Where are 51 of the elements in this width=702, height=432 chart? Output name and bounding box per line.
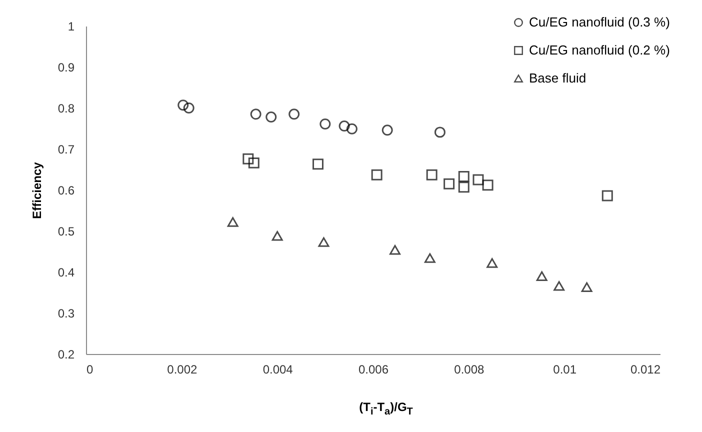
point	[248, 157, 260, 168]
y-tick-label: 0.5	[58, 224, 75, 238]
x-tick-label: 0.002	[167, 362, 198, 376]
x-tick-label: 0.012	[630, 362, 661, 376]
point	[371, 169, 382, 180]
y-tick-label: 0.7	[58, 142, 75, 156]
point	[458, 170, 470, 182]
y-tick-label: 0.6	[58, 184, 75, 198]
point	[482, 180, 494, 191]
y-tick-label: 0.9	[58, 60, 75, 74]
point	[320, 118, 331, 130]
y-tick-label: 0.3	[58, 306, 75, 320]
point	[581, 282, 592, 292]
point	[382, 124, 393, 136]
x-axis-title: (T$_{i}$-T$_{a}$)/G$_{T}$	[358, 400, 414, 418]
point	[424, 253, 436, 263]
point	[272, 231, 283, 241]
y-tick-label: 0.4	[58, 266, 75, 280]
y-tick-label: 0.2	[58, 348, 75, 362]
point	[318, 237, 330, 247]
point	[250, 108, 262, 120]
legend-label: Cu/EG nanofluid (0.2 %)	[529, 42, 670, 58]
point	[444, 178, 455, 190]
point	[486, 258, 498, 268]
point	[346, 123, 358, 134]
x-tick-label: 0.008	[454, 362, 485, 376]
point	[434, 126, 446, 138]
point	[338, 120, 350, 132]
point	[266, 112, 277, 123]
point	[178, 100, 189, 111]
x-tick-label: 0.004	[262, 362, 294, 376]
legend-label: Cu/EG nanofluid (0.3 %)	[529, 14, 670, 30]
point	[536, 271, 548, 281]
point	[227, 217, 238, 227]
point	[390, 245, 400, 255]
point	[602, 190, 613, 202]
y-axis-title: Efficiency	[30, 162, 44, 219]
x-tick-label: 0	[86, 362, 94, 376]
x-tick-label: 0.006	[358, 362, 389, 376]
y-tick-label: 0.8	[58, 102, 75, 116]
y-tick-label: 1	[68, 20, 75, 34]
point	[242, 153, 254, 164]
point	[312, 158, 324, 170]
point	[554, 281, 565, 291]
point	[426, 169, 438, 180]
point	[288, 108, 300, 120]
legend-label: Base fluid	[529, 70, 586, 86]
point	[458, 182, 470, 193]
x-tick-label: 0.01	[553, 362, 577, 376]
point	[472, 174, 484, 186]
point	[183, 102, 194, 114]
